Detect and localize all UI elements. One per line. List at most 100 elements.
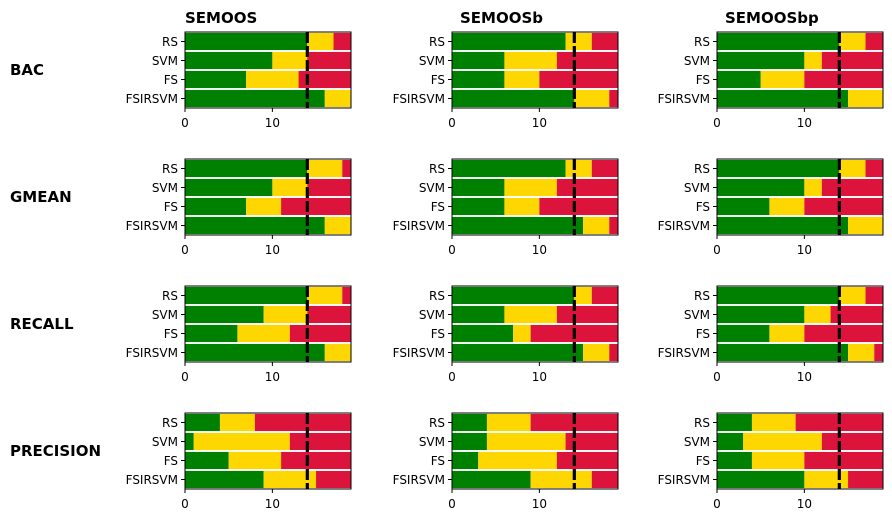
bar-loss-precision-semoosb-fsirsvm <box>591 470 618 489</box>
bar-win-recall-semoosbp-fs <box>717 324 770 343</box>
bar-loss-bac-semoosb-fs <box>539 70 618 89</box>
ytick-label-bac-semoosbp-fs: FS <box>696 73 710 87</box>
xtick-label-bac-semoos-10: 10 <box>265 116 280 130</box>
xtick-label-recall-semoosbp-10: 10 <box>797 370 812 384</box>
ytick-label-recall-semoos-rs: RS <box>162 289 178 303</box>
bar-tie-bac-semoos-svm <box>272 51 308 70</box>
ytick-label-gmean-semoos-rs: RS <box>162 162 178 176</box>
bar-win-gmean-semoos-rs <box>185 159 308 178</box>
bar-win-precision-semoosb-fsirsvm <box>452 470 531 489</box>
bar-tie-bac-semoos-fs <box>246 70 299 89</box>
xtick-label-bac-semoosbp-0: 0 <box>713 116 721 130</box>
row-label-gmean: GMEAN <box>10 188 72 206</box>
bar-win-bac-semoosb-rs <box>452 32 566 51</box>
bar-tie-recall-semoosbp-rs <box>839 286 866 305</box>
bar-win-precision-semoosb-rs <box>452 413 487 432</box>
xtick-label-gmean-semoos-0: 0 <box>181 243 189 257</box>
bar-tie-precision-semoos-rs <box>219 413 255 432</box>
bar-win-recall-semoosbp-fsirsvm <box>717 343 849 362</box>
axes-frame-bac-semoosb <box>451 31 619 109</box>
bar-win-bac-semoosbp-fsirsvm <box>717 89 849 108</box>
bar-tie-bac-semoosbp-rs <box>839 32 866 51</box>
bar-win-recall-semoos-fs <box>185 324 238 343</box>
ytick-label-bac-semoos-svm: SVM <box>152 54 178 68</box>
xtick-label-recall-semoosb-10: 10 <box>532 370 547 384</box>
bar-win-bac-semoos-rs <box>185 32 308 51</box>
ytick-label-gmean-semoosb-rs: RS <box>429 162 445 176</box>
axes-frame-precision-semoosbp <box>716 412 884 490</box>
bar-tie-recall-semoos-fs <box>237 324 290 343</box>
bar-win-gmean-semoosbp-rs <box>717 159 840 178</box>
ytick-label-precision-semoosbp-fs: FS <box>696 454 710 468</box>
bar-loss-gmean-semoosbp-rs <box>865 159 883 178</box>
xtick-label-recall-semoos-0: 0 <box>181 370 189 384</box>
ytick-label-precision-semoosb-svm: SVM <box>419 435 445 449</box>
xtick-label-recall-semoos-10: 10 <box>265 370 280 384</box>
bar-win-recall-semoosbp-svm <box>717 305 805 324</box>
ytick-label-gmean-semoosbp-fsirsvm: FSIRSVM <box>658 219 710 233</box>
axes-frame-bac-semoos <box>184 31 352 109</box>
bar-loss-precision-semoosb-svm <box>565 432 618 451</box>
column-title-semoosbp: SEMOOSbp <box>725 9 819 27</box>
bar-win-bac-semoosb-fs <box>452 70 505 89</box>
bar-win-precision-semoosbp-fsirsvm <box>717 470 805 489</box>
bar-loss-recall-semoosbp-svm <box>830 305 883 324</box>
axes-frame-gmean-semoosbp <box>716 158 884 236</box>
ytick-label-precision-semoosbp-svm: SVM <box>684 435 710 449</box>
ytick-label-gmean-semoosbp-svm: SVM <box>684 181 710 195</box>
bar-loss-gmean-semoosb-svm <box>556 178 618 197</box>
bar-loss-bac-semoosbp-fs <box>804 70 883 89</box>
bar-tie-gmean-semoos-fs <box>246 197 282 216</box>
bar-win-bac-semoosbp-rs <box>717 32 840 51</box>
ytick-label-recall-semoos-svm: SVM <box>152 308 178 322</box>
xtick-label-precision-semoosbp-10: 10 <box>797 497 812 511</box>
bar-win-precision-semoos-fs <box>185 451 229 470</box>
bar-win-recall-semoosb-fsirsvm <box>452 343 584 362</box>
bar-win-bac-semoosbp-svm <box>717 51 805 70</box>
ytick-label-precision-semoos-svm: SVM <box>152 435 178 449</box>
bar-tie-gmean-semoos-rs <box>307 159 343 178</box>
bar-tie-bac-semoosbp-fsirsvm <box>848 89 883 108</box>
xtick-label-bac-semoos-0: 0 <box>181 116 189 130</box>
bar-loss-precision-semoosbp-svm <box>821 432 883 451</box>
axes-frame-bac-semoosbp <box>716 31 884 109</box>
bar-tie-gmean-semoosbp-fs <box>769 197 805 216</box>
bar-win-gmean-semoosbp-svm <box>717 178 805 197</box>
axes-frame-precision-semoos <box>184 412 352 490</box>
ytick-label-recall-semoosb-rs: RS <box>429 289 445 303</box>
bar-win-recall-semoos-rs <box>185 286 308 305</box>
bar-tie-precision-semoos-fsirsvm <box>263 470 317 489</box>
bar-loss-recall-semoosb-fsirsvm <box>609 343 618 362</box>
bar-loss-bac-semoos-svm <box>307 51 351 70</box>
ytick-label-bac-semoos-fs: FS <box>164 73 178 87</box>
bar-loss-precision-semoos-rs <box>254 413 351 432</box>
xtick-label-recall-semoosbp-0: 0 <box>713 370 721 384</box>
bar-tie-bac-semoosb-fs <box>504 70 540 89</box>
bar-loss-recall-semoosb-svm <box>556 305 618 324</box>
xtick-label-recall-semoosb-0: 0 <box>448 370 456 384</box>
bar-loss-precision-semoos-fsirsvm <box>316 470 351 489</box>
ytick-label-recall-semoosbp-rs: RS <box>694 289 710 303</box>
bar-win-precision-semoosbp-fs <box>717 451 752 470</box>
bar-loss-recall-semoosbp-fsirsvm <box>874 343 883 362</box>
bar-tie-gmean-semoosb-fsirsvm <box>583 216 610 235</box>
xtick-label-gmean-semoosbp-10: 10 <box>797 243 812 257</box>
bar-tie-precision-semoosbp-rs <box>751 413 796 432</box>
ytick-label-recall-semoosb-fs: FS <box>431 327 445 341</box>
column-title-semoos: SEMOOS <box>185 9 257 27</box>
bar-loss-recall-semoos-svm <box>307 305 351 324</box>
bar-tie-gmean-semoosbp-fsirsvm <box>848 216 883 235</box>
xtick-label-precision-semoos-0: 0 <box>181 497 189 511</box>
ytick-label-recall-semoos-fsirsvm: FSIRSVM <box>126 346 178 360</box>
bar-win-bac-semoos-svm <box>185 51 273 70</box>
bar-tie-gmean-semoos-svm <box>272 178 308 197</box>
ytick-label-gmean-semoosbp-fs: FS <box>696 200 710 214</box>
bar-tie-bac-semoosbp-fs <box>760 70 805 89</box>
xtick-label-bac-semoosbp-10: 10 <box>797 116 812 130</box>
xtick-label-precision-semoosb-10: 10 <box>532 497 547 511</box>
bar-loss-bac-semoosbp-rs <box>865 32 883 51</box>
bar-tie-gmean-semoosbp-rs <box>839 159 866 178</box>
axes-frame-recall-semoos <box>184 285 352 363</box>
ytick-label-bac-semoos-fsirsvm: FSIRSVM <box>126 92 178 106</box>
